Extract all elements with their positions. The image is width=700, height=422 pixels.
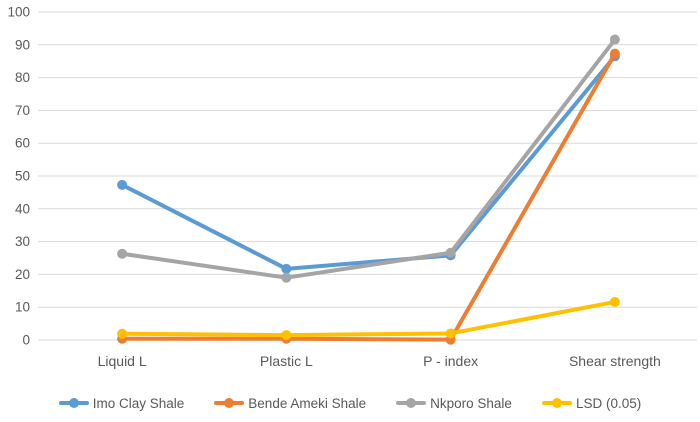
legend-dot-icon <box>406 398 417 408</box>
y-tick-label: 90 <box>15 37 30 52</box>
legend-dot-icon <box>224 398 235 408</box>
y-tick-label: 100 <box>7 5 30 20</box>
data-point-nkporo-shale <box>445 247 456 258</box>
legend-item-lsd-0-05: LSD (0.05) <box>541 395 642 411</box>
data-point-imo-clay-shale <box>117 179 128 190</box>
data-point-lsd-0-05 <box>445 328 456 339</box>
data-point-bende-ameki-shale <box>609 48 620 59</box>
x-tick-label-liquid-l: Liquid L <box>98 353 147 369</box>
legend-item-bende-ameki-shale: Bende Ameki Shale <box>214 396 366 411</box>
legend-label: Bende Ameki Shale <box>248 395 367 411</box>
legend-item-nkporo-shale: Nkporo Shale <box>396 396 512 411</box>
data-point-nkporo-shale <box>609 34 620 45</box>
series-line-nkporo-shale <box>120 37 617 280</box>
legend: Imo Clay Shale Bende Ameki Shale Nkporo Sh… <box>0 384 700 422</box>
series-line-imo-clay-shale <box>120 54 617 271</box>
y-tick-label: 40 <box>15 201 30 216</box>
legend-item-imo-clay-shale: Imo Clay Shale <box>58 395 185 411</box>
legend-marker-icon <box>396 398 427 409</box>
y-tick-label: 50 <box>15 169 30 184</box>
data-point-lsd-0-05 <box>117 328 128 339</box>
data-point-imo-clay-shale <box>281 263 292 274</box>
legend-marker-icon <box>214 398 245 409</box>
legend-marker-icon <box>58 398 89 409</box>
legend-dot-icon <box>551 398 562 408</box>
y-tick-label: 0 <box>22 333 30 348</box>
series-line-bende-ameki-shale <box>120 51 617 342</box>
legend-label: LSD (0.05) <box>575 395 642 411</box>
plot-area: 0 10 20 30 40 50 60 70 80 90 100 Liquid L Plastic L P… <box>7 5 697 369</box>
data-point-lsd-0-05 <box>281 330 292 341</box>
data-point-nkporo-shale <box>117 248 128 259</box>
legend-dot-icon <box>68 398 79 408</box>
legend-marker-icon <box>541 398 572 409</box>
y-tick-label: 60 <box>15 136 30 151</box>
x-tick-label-plastic-l: Plastic L <box>260 353 313 369</box>
legend-label: Imo Clay Shale <box>92 395 185 411</box>
y-tick-label: 30 <box>15 234 30 249</box>
y-tick-label: 20 <box>15 267 30 282</box>
x-tick-label-shear-strength: Shear strength <box>569 353 661 369</box>
data-point-nkporo-shale <box>281 272 292 283</box>
data-point-lsd-0-05 <box>609 296 620 307</box>
y-tick-label: 70 <box>15 103 30 118</box>
y-tick-label: 10 <box>15 300 30 315</box>
series-line-lsd-0-05 <box>120 299 617 338</box>
legend-label: Nkporo Shale <box>430 395 512 411</box>
x-tick-label-p-index: P - index <box>423 353 478 369</box>
y-tick-label: 80 <box>15 70 30 85</box>
